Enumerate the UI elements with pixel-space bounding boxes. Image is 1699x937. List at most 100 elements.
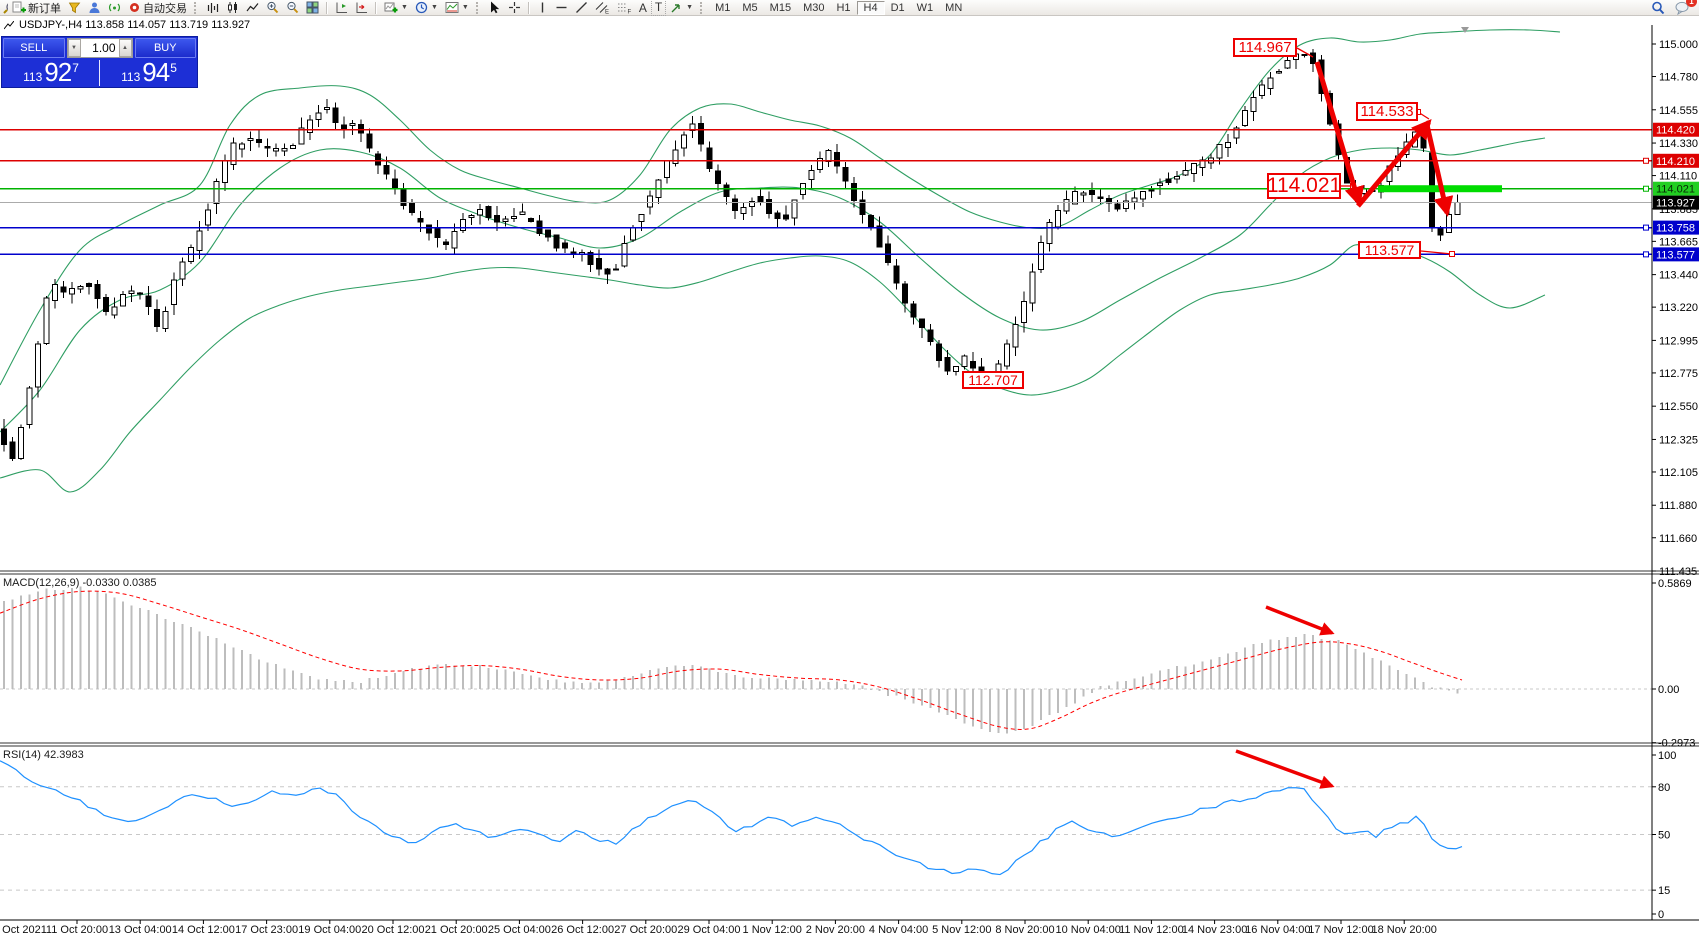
price-annotation-114.533[interactable]: 114.533: [1356, 102, 1418, 121]
bar-chart-button[interactable]: [203, 0, 222, 15]
svg-text:100: 100: [1658, 750, 1676, 762]
sell-button[interactable]: SELL: [3, 38, 65, 58]
svg-text:111.435: 111.435: [1659, 566, 1697, 578]
chart-shift-icon: [336, 2, 347, 13]
buy-price-point: 5: [170, 61, 177, 75]
notifications-button[interactable]: 1: [1672, 0, 1697, 15]
price-annotation-114.967[interactable]: 114.967: [1233, 38, 1297, 57]
one-click-trading-panel: SELL ▼ 1.00 ▲ BUY 113 92 7 113 94 5: [1, 36, 198, 88]
candlestick-icon: [228, 2, 237, 13]
time-axis-label: 18 Nov 20:00: [1371, 924, 1437, 936]
search-button[interactable]: [1648, 0, 1668, 15]
auto-trading-button[interactable]: 自动交易: [125, 0, 190, 15]
line-chart-button[interactable]: [243, 0, 262, 15]
periods-button[interactable]: ▼: [412, 0, 441, 15]
timeframe-button-M15[interactable]: M15: [769, 1, 792, 14]
svg-text:112.775: 112.775: [1659, 368, 1698, 380]
volume-increase-button[interactable]: ▲: [118, 39, 132, 57]
horizontal-line-icon: [556, 6, 567, 9]
toolbar-grip: [700, 1, 705, 14]
timeframe-button-M5[interactable]: M5: [742, 1, 758, 14]
zoom-in-button[interactable]: [263, 0, 282, 15]
svg-text:114.780: 114.780: [1659, 72, 1698, 84]
svg-text:112.105: 112.105: [1659, 467, 1698, 479]
svg-text:114.330: 114.330: [1659, 138, 1698, 150]
community-button[interactable]: [85, 0, 104, 15]
fibonacci-icon: F: [617, 3, 631, 14]
auto-scroll-button[interactable]: [352, 0, 371, 15]
crosshair-tool-button[interactable]: [505, 0, 524, 15]
cursor-tool-button[interactable]: [485, 0, 504, 15]
chart-corner-icon: [4, 20, 14, 29]
price-annotation-112.707[interactable]: 112.707: [962, 371, 1024, 389]
candlestick-button[interactable]: [223, 0, 242, 15]
time-axis-label: 16 Nov 04:00: [1245, 924, 1311, 936]
timeframe-button-H4[interactable]: H4: [856, 0, 885, 15]
time-axis-label: 29 Oct 04:00: [677, 924, 741, 936]
template-icon: [445, 2, 459, 13]
time-axis-label: 17 Oct 23:00: [235, 924, 299, 936]
zoom-out-button[interactable]: [283, 0, 302, 15]
filter-button[interactable]: [65, 0, 84, 15]
price-divider: [99, 60, 100, 86]
arrows-tool[interactable]: ▼: [667, 0, 696, 15]
auto-trading-label: 自动交易: [143, 2, 187, 15]
timeframe-button-MN[interactable]: MN: [945, 1, 963, 14]
person-icon: [89, 2, 100, 13]
buy-button[interactable]: BUY: [134, 38, 196, 58]
sell-price-point: 7: [72, 61, 79, 75]
symbol-ohlc-line: USDJPY-,H4 113.858 114.057 113.719 113.9…: [4, 19, 250, 31]
sell-price-pips: 92: [44, 57, 72, 87]
signal-icon: [109, 3, 120, 12]
add-indicator-icon: [384, 2, 398, 13]
chart-shift-button[interactable]: [332, 0, 351, 15]
volume-stepper: ▼ 1.00 ▲: [66, 38, 133, 58]
volume-decrease-button[interactable]: ▼: [67, 39, 81, 57]
tile-windows-button[interactable]: [303, 0, 322, 15]
svg-text:80: 80: [1658, 782, 1670, 794]
signal-button[interactable]: [105, 0, 124, 15]
rsi-label: RSI(14) 42.3983: [3, 749, 84, 761]
price-annotation-114.021[interactable]: 114.021: [1266, 173, 1342, 199]
vertical-line-tool[interactable]: [534, 0, 551, 15]
new-order-button[interactable]: 新订单: [9, 0, 64, 15]
time-axis-label: 26 Oct 12:00: [551, 924, 615, 936]
dropdown-caret-icon: ▼: [461, 4, 469, 11]
svg-text:114.420: 114.420: [1656, 125, 1695, 137]
crosshair-icon: [508, 2, 520, 13]
volume-value[interactable]: 1.00: [92, 41, 116, 55]
price-annotation-113.577[interactable]: 113.577: [1358, 241, 1421, 259]
templates-button[interactable]: ▼: [442, 0, 472, 15]
trendline-icon: [575, 2, 587, 13]
svg-text:113.665: 113.665: [1659, 236, 1698, 248]
svg-text:114.021: 114.021: [1656, 184, 1695, 196]
text-tool[interactable]: A: [638, 0, 647, 15]
clock-icon: [415, 1, 428, 14]
timeframe-button-M1[interactable]: M1: [715, 1, 731, 14]
vertical-line-icon: [541, 2, 544, 13]
time-axis-label: 13 Oct 04:00: [108, 924, 172, 936]
timeframe-button-M30[interactable]: M30: [803, 1, 825, 14]
channel-tool[interactable]: E: [592, 0, 613, 15]
horizontal-line-tool[interactable]: [552, 0, 571, 15]
time-axis-label: 25 Oct 04:00: [487, 924, 551, 936]
buy-price[interactable]: 113 94 5: [100, 59, 197, 87]
timeframe-button-D1[interactable]: D1: [890, 1, 905, 14]
fibonacci-tool[interactable]: F: [614, 0, 635, 15]
timeframe-button-H1[interactable]: H1: [836, 1, 851, 14]
trendline-tool[interactable]: [572, 0, 591, 15]
dropdown-caret-icon: ▼: [401, 4, 408, 11]
symbol-title: USDJPY-,H4 113.858 114.057 113.719 113.9…: [19, 19, 251, 31]
sell-price[interactable]: 113 92 7: [2, 59, 99, 87]
time-axis-label: 2 Nov 20:00: [805, 924, 866, 936]
toolbar-separator: [375, 1, 377, 14]
svg-text:0.5869: 0.5869: [1658, 578, 1692, 590]
time-axis-label: 11 Nov 12:00: [1119, 924, 1184, 936]
text-label-tool[interactable]: T: [650, 0, 667, 16]
add-indicator-button[interactable]: ▼: [381, 0, 411, 15]
svg-text:115.000: 115.000: [1659, 39, 1698, 51]
timeframe-button-W1[interactable]: W1: [916, 1, 934, 14]
dropdown-caret-icon: ▼: [686, 4, 694, 11]
